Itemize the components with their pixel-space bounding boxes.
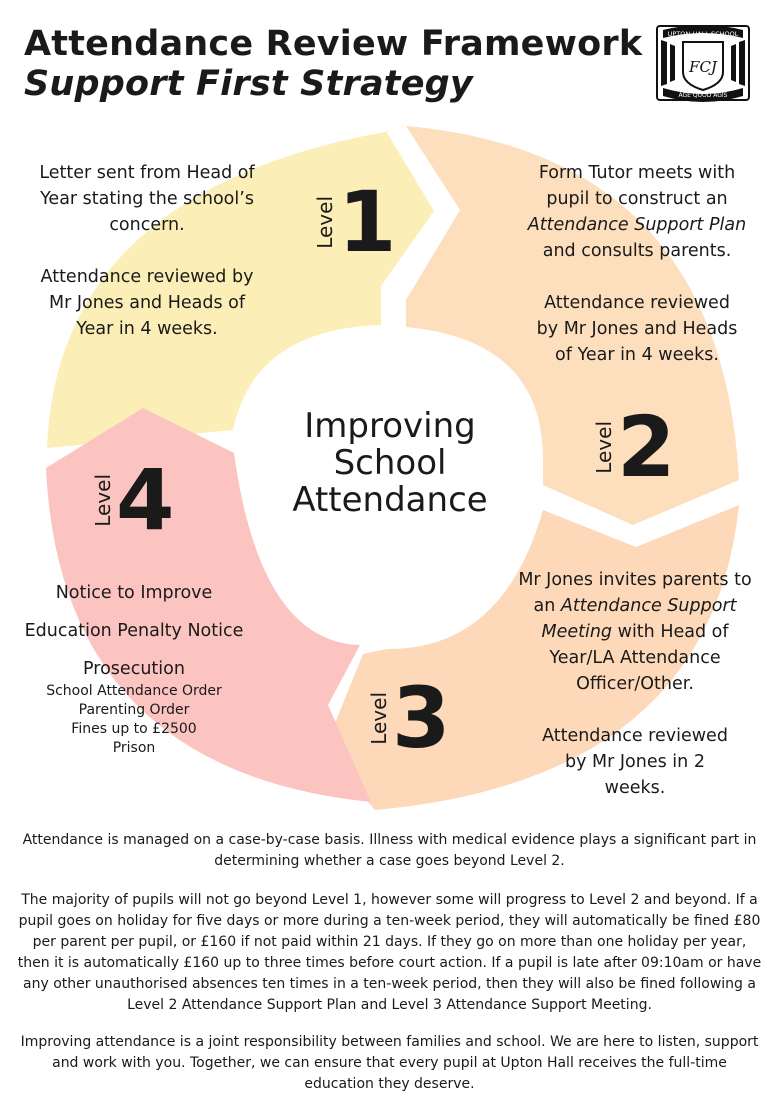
centre-title: Improving School Attendance [255,408,525,519]
level-4-text: Notice to Improve Education Penalty Noti… [14,580,254,758]
level-4-sub-2: Parenting Order [78,702,190,718]
level-3-label: Level 3 [367,669,451,767]
crest-motto: AGE QUOD AGIS [679,92,728,99]
level-4-word: Level [91,473,115,527]
level-4-number: 4 [116,451,175,549]
level-3-segment [324,505,739,810]
level-4-sub-3: Fines up to £2500 [71,721,197,737]
level-3-text: Mr Jones invites parents to an Attendanc… [516,567,754,801]
centre-line-3: Attendance [292,480,488,520]
level-1-label: Level 1 [313,173,397,271]
level-3-desc-c: with Head of Year/LA Attendance Officer/… [549,622,729,694]
level-2-review: Attendance reviewed by Mr Jones and Head… [536,293,738,365]
level-4-item-3: Prosecution [83,659,185,679]
level-1-segment [47,131,434,448]
level-2-label: Level 2 [592,398,676,496]
level-2-word: Level [592,420,616,474]
footer-paragraph-3: Improving attendance is a joint responsi… [20,1034,759,1092]
title-line-1: Attendance Review Framework [24,24,643,64]
crest-monogram: FCJ [688,58,718,76]
level-1-word: Level [313,195,337,249]
level-3-desc-meeting: Attendance Support Meeting [541,596,737,642]
level-3-review: Attendance reviewed by Mr Jones in 2 wee… [542,726,728,798]
level-3-number: 3 [392,669,451,767]
level-2-text: Form Tutor meets with pupil to construct… [516,160,758,368]
level-2-desc-a: Form Tutor meets with pupil to construct… [538,163,736,209]
level-4-sub-1: School Attendance Order [46,683,222,699]
level-1-review: Attendance reviewed by Mr Jones and Head… [40,267,254,339]
level-4-label: Level 4 [91,451,175,549]
level-1-text: Letter sent from Head of Year stating th… [34,160,260,342]
centre-line-2: School [333,443,447,483]
school-crest-logo: UPTON HALL SCHOOL FCJ AGE QUOD AGIS [656,25,750,102]
level-2-desc-c: and consults parents. [542,241,732,261]
crest-top-text: UPTON HALL SCHOOL [668,30,739,38]
centre-line-1: Improving [304,406,476,446]
level-1-number: 1 [338,173,397,271]
level-3-desc-a: Mr Jones invites parents to an [518,570,752,616]
level-1-description: Letter sent from Head of Year stating th… [39,163,255,235]
level-3-word: Level [367,691,391,745]
level-3-description: Mr Jones invites parents to an Attendanc… [516,567,754,697]
title-line-2: Support First Strategy [24,64,473,104]
footer-paragraph-1: Attendance is managed on a case-by-case … [22,832,757,869]
level-4-segment [46,408,371,802]
level-2-segment [406,126,739,525]
level-2-number: 2 [617,398,676,496]
level-4-sub-4: Prison [112,740,156,756]
page-title: Attendance Review Framework Support Firs… [24,24,642,104]
level-4-item-1: Notice to Improve [55,583,213,603]
level-2-description: Form Tutor meets with pupil to construct… [516,160,758,264]
level-4-item-2: Education Penalty Notice [24,621,244,641]
footer-paragraph-2: The majority of pupils will not go beyon… [17,892,762,1013]
level-2-desc-plan: Attendance Support Plan [527,215,747,235]
